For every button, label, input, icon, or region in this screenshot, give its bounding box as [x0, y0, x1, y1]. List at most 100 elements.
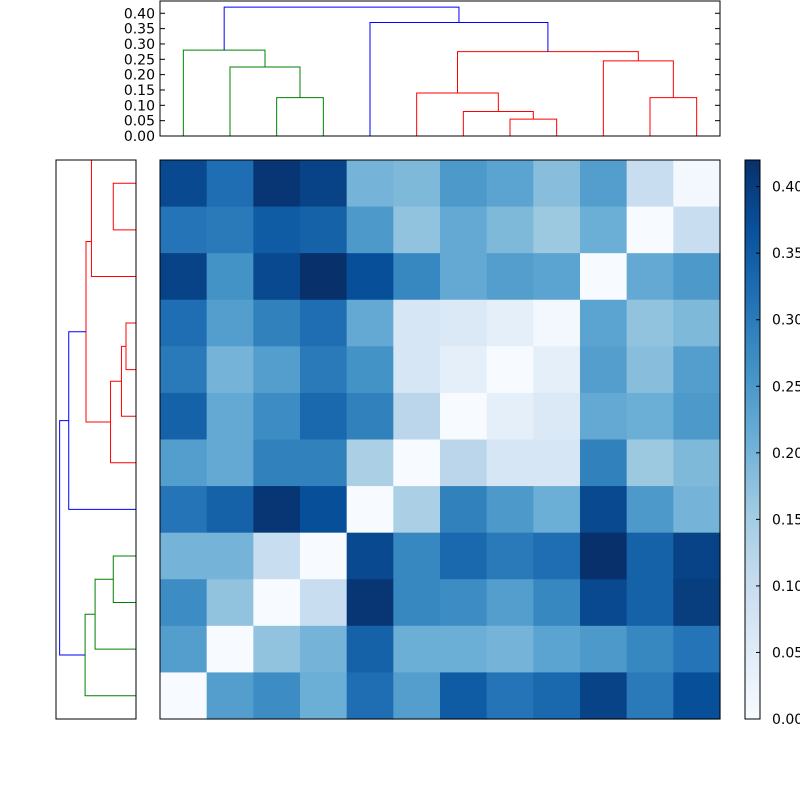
dendrogram-link — [68, 331, 136, 510]
heatmap-cell — [393, 532, 441, 580]
y-tick-label: 0.15 — [124, 83, 155, 99]
heatmap-cell — [580, 532, 628, 580]
heatmap-cell — [300, 579, 348, 627]
dendrogram-link — [649, 97, 698, 136]
colorbar-tick-label: 0.25 — [772, 379, 800, 395]
heatmap-cell — [206, 486, 254, 534]
heatmap-cell — [673, 206, 721, 254]
heatmap-cell — [580, 625, 628, 674]
dendrogram-link — [182, 49, 266, 136]
heatmap-cell — [300, 625, 348, 674]
heatmap-cell — [626, 486, 674, 534]
heatmap-cell — [486, 253, 534, 301]
heatmap-cell — [673, 672, 721, 720]
heatmap-cell — [673, 532, 721, 580]
heatmap-cell — [673, 625, 721, 674]
heatmap-cell — [486, 392, 534, 441]
dendrogram-link — [112, 182, 136, 231]
heatmap-cell — [393, 299, 441, 347]
dendrogram-link — [509, 118, 558, 136]
y-tick-label: 0.40 — [124, 6, 155, 22]
heatmap-cell — [393, 439, 441, 487]
heatmap-cell — [486, 532, 534, 580]
heatmap-cell — [393, 579, 441, 627]
heatmap-cell — [300, 439, 348, 487]
heatmap-cell — [160, 439, 208, 487]
heatmap-cell — [160, 299, 208, 347]
colorbar-frame — [744, 159, 761, 720]
heatmap-cells — [160, 160, 721, 720]
heatmap-cell — [160, 253, 208, 301]
heatmap-frame — [159, 159, 721, 720]
y-tick-label: 0.25 — [124, 52, 155, 68]
heatmap-cell — [486, 486, 534, 534]
heatmap-cell — [160, 672, 208, 720]
dendrogram-link — [85, 241, 111, 423]
heatmap-cell — [486, 439, 534, 487]
dendrogram-link — [112, 555, 136, 604]
heatmap-cell — [253, 299, 301, 347]
dendrogram-link — [120, 345, 136, 417]
heatmap-cell — [626, 439, 674, 487]
heatmap-cell — [626, 579, 674, 627]
dendrogram-link — [110, 380, 136, 464]
colorbar-tick-label: 0.20 — [772, 446, 800, 462]
heatmap-cell — [673, 579, 721, 627]
heatmap-cell — [580, 486, 628, 534]
colorbar-tick-label: 0.40 — [772, 180, 800, 196]
dendrogram-link — [416, 92, 499, 136]
heatmap-cell — [486, 206, 534, 254]
colorbar-tick-label: 0.35 — [772, 246, 800, 262]
colorbar-tick-label: 0.15 — [772, 512, 800, 528]
heatmap-cell — [300, 346, 348, 394]
heatmap-cell — [253, 486, 301, 534]
colorbar-tick-label: 0.10 — [772, 579, 800, 595]
heatmap-cell — [626, 532, 674, 580]
heatmap-cell — [206, 579, 254, 627]
heatmap-cell — [346, 253, 394, 301]
heatmap-cell — [346, 439, 394, 487]
heatmap-cell — [440, 253, 488, 301]
heatmap-cell — [393, 625, 441, 674]
heatmap-cell — [440, 439, 488, 487]
heatmap-cell — [206, 253, 254, 301]
heatmap-cell — [206, 160, 254, 208]
heatmap-cell — [533, 346, 581, 394]
heatmap-cell — [533, 206, 581, 254]
heatmap-cell — [533, 160, 581, 208]
heatmap-cell — [580, 299, 628, 347]
heatmap-cell — [206, 392, 254, 441]
heatmap-cell — [253, 392, 301, 441]
heatmap-cell — [486, 625, 534, 674]
heatmap-cell — [626, 206, 674, 254]
heatmap-cell — [253, 625, 301, 674]
heatmap-cell — [253, 439, 301, 487]
heatmap-cell — [626, 253, 674, 301]
heatmap-cell — [626, 346, 674, 394]
heatmap-cell — [393, 206, 441, 254]
heatmap-cell — [486, 672, 534, 720]
heatmap-cell — [346, 160, 394, 208]
heatmap-cell — [626, 299, 674, 347]
heatmap-cell — [346, 346, 394, 394]
heatmap-cell — [253, 253, 301, 301]
y-tick-label: 0.10 — [124, 98, 155, 114]
dendrogram-link — [94, 578, 136, 650]
row-dendrogram-frame — [55, 159, 137, 720]
heatmap-cell — [440, 532, 488, 580]
dendrogram-link — [125, 322, 136, 371]
heatmap-cell — [160, 625, 208, 674]
heatmap-cell — [626, 392, 674, 441]
heatmap-cell — [440, 486, 488, 534]
heatmap-cell — [300, 206, 348, 254]
heatmap-cell — [346, 299, 394, 347]
dendrogram-link — [462, 110, 534, 136]
heatmap-cell — [206, 672, 254, 720]
heatmap-cell — [626, 160, 674, 208]
heatmap-cell — [160, 579, 208, 627]
heatmap-cell — [206, 532, 254, 580]
heatmap-cell — [253, 206, 301, 254]
heatmap-cell — [253, 579, 301, 627]
heatmap-cell — [393, 160, 441, 208]
dendrogram-link — [223, 6, 460, 51]
